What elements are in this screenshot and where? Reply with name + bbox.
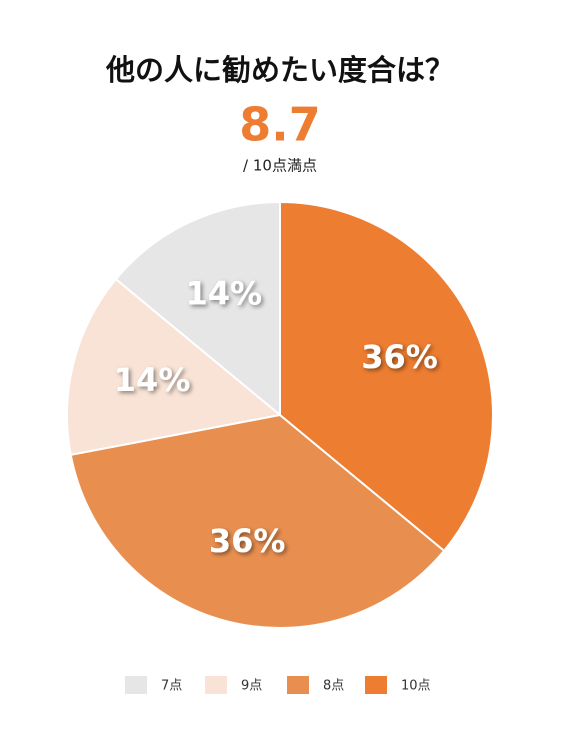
chart-title: 他の人に勧めたい度合は？: [105, 53, 454, 87]
legend-swatch: [125, 676, 147, 694]
pie-slice: [114, 200, 281, 418]
legend: 7点 9点 8点 10点: [125, 676, 431, 694]
pie-labels: 14% 14% 36% 36%: [114, 275, 438, 560]
legend-swatch: [365, 676, 387, 694]
legend-label: 7点: [161, 679, 182, 694]
legend-label: 10点: [401, 679, 431, 694]
value-label: 14%: [114, 361, 191, 399]
pie-slice: [66, 277, 283, 457]
legend-swatch: [205, 676, 227, 694]
pie-slice: [279, 200, 494, 553]
pie: [66, 200, 494, 629]
legend-label: 8点: [323, 679, 344, 694]
score-note: / 10点満点: [243, 157, 317, 175]
legend-label: 9点: [241, 679, 262, 694]
pie-slice: [69, 413, 446, 629]
score: 8.7: [239, 98, 321, 152]
value-label: 14%: [185, 275, 262, 313]
value-label: 36%: [361, 338, 438, 376]
value-label: 36%: [209, 522, 286, 560]
legend-swatch: [287, 676, 309, 694]
